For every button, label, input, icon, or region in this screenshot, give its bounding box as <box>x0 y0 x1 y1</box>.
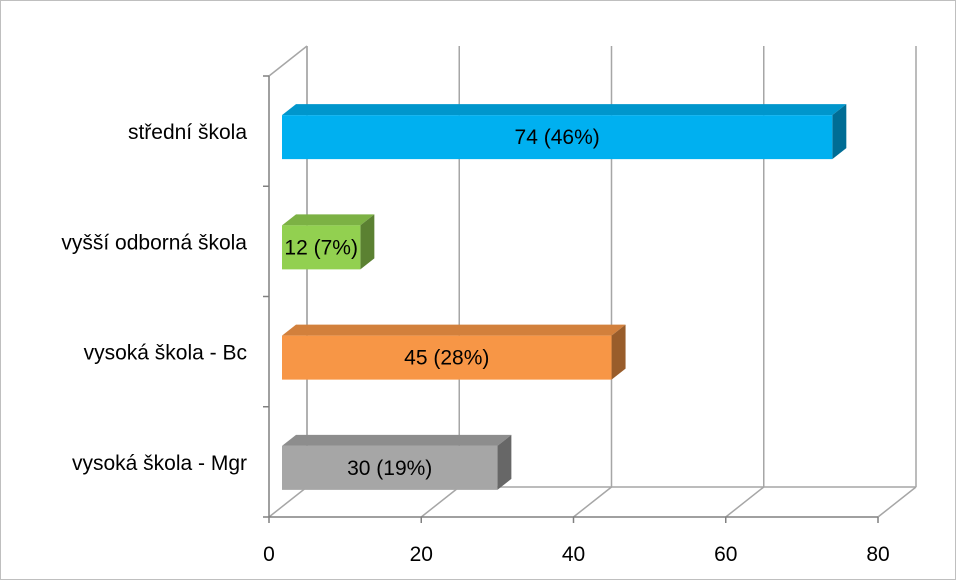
x-tick-label-0: 0 <box>263 543 275 566</box>
x-tick-label-40: 40 <box>562 543 585 566</box>
floor-gridline-20 <box>420 486 460 518</box>
bar-side-2 <box>611 324 626 380</box>
x-tick-label-60: 60 <box>714 543 737 566</box>
bar-side-1 <box>360 214 375 270</box>
bars <box>282 104 847 490</box>
axes <box>263 75 879 523</box>
bar-top-2 <box>282 324 626 336</box>
bar-top-3 <box>282 434 512 446</box>
bar-1 <box>282 225 361 270</box>
floor-gridline-40 <box>573 486 612 518</box>
x-tick-label-80: 80 <box>866 543 889 566</box>
floor-gridline-60 <box>725 486 765 518</box>
category-label-1: vyšší odborná škola <box>61 231 247 254</box>
data-label-1: 12 (7%) <box>284 236 358 259</box>
bar-side-0 <box>832 104 847 160</box>
data-label-2: 45 (28%) <box>404 347 489 370</box>
category-label-3: vysoká škola - Mgr <box>72 452 247 475</box>
category-label-0: střední škola <box>128 121 247 144</box>
side-wall-top-edge <box>268 45 308 77</box>
floor-gridline-80 <box>877 486 917 518</box>
bar-top-1 <box>282 214 375 226</box>
floor-gridline-0 <box>268 486 308 518</box>
data-label-3: 30 (19%) <box>347 457 432 480</box>
bar-3 <box>282 445 498 490</box>
bar-0 <box>282 115 833 160</box>
labels: 0 20 40 60 80 74 (46%) střední škola 12 (7%) vyš… <box>61 121 889 566</box>
bar-top-0 <box>282 104 847 116</box>
bar-2 <box>282 335 612 380</box>
category-label-2: vysoká škola - Bc <box>84 342 247 365</box>
data-label-0: 74 (46%) <box>515 126 600 149</box>
bar-side-3 <box>497 434 512 490</box>
x-tick-label-20: 20 <box>410 543 433 566</box>
